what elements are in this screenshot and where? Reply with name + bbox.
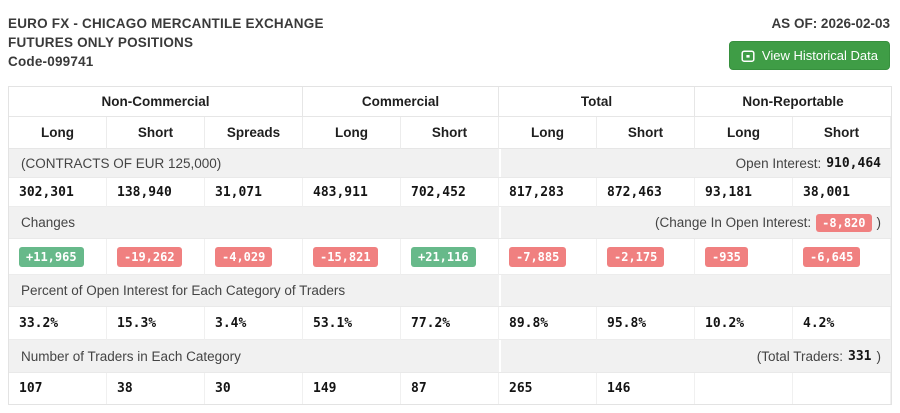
position-noncomm-long: 302,301 <box>9 178 107 207</box>
change-comm-short: +21,116 <box>401 239 499 275</box>
change-noncomm-long: +11,965 <box>9 239 107 275</box>
change-noncomm-spreads: -4,029 <box>205 239 303 275</box>
col-header-total-short: Short <box>597 117 695 149</box>
change-badge: -2,175 <box>607 246 665 267</box>
group-header-non-commercial: Non-Commercial <box>9 87 303 117</box>
cot-table: Non-Commercial Commercial Total Non-Repo… <box>8 86 892 405</box>
group-header-non-reportable: Non-Reportable <box>695 87 891 117</box>
view-historical-data-label: View Historical Data <box>761 48 878 63</box>
group-header-row: Non-Commercial Commercial Total Non-Repo… <box>9 87 891 117</box>
percent-total-short: 95.8% <box>597 307 695 340</box>
view-historical-data-button[interactable]: View Historical Data <box>728 41 890 70</box>
position-noncomm-short: 138,940 <box>107 178 205 207</box>
traders-comm-short: 87 <box>401 373 499 404</box>
col-header-comm-short: Short <box>401 117 499 149</box>
page-header: EURO FX - CHICAGO MERCANTILE EXCHANGE FU… <box>8 14 892 78</box>
traders-noncomm-long: 107 <box>9 373 107 404</box>
percent-noncomm-spreads: 3.4% <box>205 307 303 340</box>
traders-noncomm-short: 38 <box>107 373 205 404</box>
header-right: AS OF: 2026-02-03 View Historical Data <box>728 14 892 70</box>
col-header-comm-long: Long <box>303 117 401 149</box>
percent-noncomm-long: 33.2% <box>9 307 107 340</box>
traders-nonrep-short <box>793 373 891 404</box>
as-of-date: AS OF: 2026-02-03 <box>771 16 890 31</box>
total-traders-prefix: (Total Traders: <box>756 348 844 364</box>
change-in-oi-prefix: (Change In Open Interest: <box>655 215 812 230</box>
col-header-noncomm-short: Short <box>107 117 205 149</box>
traders-noncomm-spreads: 30 <box>205 373 303 404</box>
position-nonrep-long: 93,181 <box>695 178 793 207</box>
change-in-open-interest: (Change In Open Interest: -8,820 ) <box>499 207 891 238</box>
change-badge: +11,965 <box>19 246 84 267</box>
total-traders: (Total Traders: 331 ) <box>499 340 891 372</box>
change-badge: -7,885 <box>509 246 567 267</box>
percent-band-right <box>499 275 891 306</box>
traders-total-long: 265 <box>499 373 597 404</box>
position-comm-long: 483,911 <box>303 178 401 207</box>
report-title-block: EURO FX - CHICAGO MERCANTILE EXCHANGE FU… <box>8 14 324 71</box>
open-interest: Open Interest: 910,464 <box>499 149 891 177</box>
position-total-long: 817,283 <box>499 178 597 207</box>
change-badge: -935 <box>705 246 748 267</box>
change-badge: -15,821 <box>313 246 378 267</box>
traders-band-row: Number of Traders in Each Category (Tota… <box>9 340 891 373</box>
traders-nonrep-long <box>695 373 793 404</box>
calendar-icon <box>741 49 755 63</box>
change-nonrep-long: -935 <box>695 239 793 275</box>
report-title: EURO FX - CHICAGO MERCANTILE EXCHANGE <box>8 16 324 31</box>
traders-comm-long: 149 <box>303 373 401 404</box>
change-badge: -19,262 <box>117 246 182 267</box>
change-comm-long: -15,821 <box>303 239 401 275</box>
col-header-noncomm-long: Long <box>9 117 107 149</box>
percent-nonrep-long: 10.2% <box>695 307 793 340</box>
total-traders-suffix: ) <box>876 348 882 364</box>
group-header-commercial: Commercial <box>303 87 499 117</box>
change-total-short: -2,175 <box>597 239 695 275</box>
traders-row: 107 38 30 149 87 265 146 <box>9 373 891 404</box>
change-badge: +21,116 <box>411 246 476 267</box>
col-header-total-long: Long <box>499 117 597 149</box>
column-header-row: Long Short Spreads Long Short Long Short… <box>9 117 891 149</box>
changes-band-row: Changes (Change In Open Interest: -8,820… <box>9 207 891 239</box>
group-header-total: Total <box>499 87 695 117</box>
percent-band-row: Percent of Open Interest for Each Catego… <box>9 275 891 307</box>
contracts-band-row: (CONTRACTS OF EUR 125,000) Open Interest… <box>9 149 891 178</box>
contracts-note: (CONTRACTS OF EUR 125,000) <box>21 155 222 171</box>
percent-noncomm-short: 15.3% <box>107 307 205 340</box>
changes-label: Changes <box>21 215 76 230</box>
change-nonrep-short: -6,645 <box>793 239 891 275</box>
change-in-oi-badge: -8,820 <box>816 213 872 232</box>
change-badge: -6,645 <box>803 246 861 267</box>
report-subtitle: FUTURES ONLY POSITIONS <box>8 35 194 50</box>
change-total-long: -7,885 <box>499 239 597 275</box>
col-header-nonrep-short: Short <box>793 117 891 149</box>
position-total-short: 872,463 <box>597 178 695 207</box>
report-code: Code-099741 <box>8 54 94 69</box>
percent-total-long: 89.8% <box>499 307 597 340</box>
change-badge: -4,029 <box>215 246 273 267</box>
change-noncomm-short: -19,262 <box>107 239 205 275</box>
positions-row: 302,301 138,940 31,071 483,911 702,452 8… <box>9 178 891 207</box>
traders-total-short: 146 <box>597 373 695 404</box>
col-header-noncomm-spreads: Spreads <box>205 117 303 149</box>
total-traders-value: 331 <box>848 348 872 364</box>
position-nonrep-short: 38,001 <box>793 178 891 207</box>
change-in-oi-suffix: ) <box>876 215 882 230</box>
col-header-nonrep-long: Long <box>695 117 793 149</box>
open-interest-label: Open Interest: <box>735 155 822 171</box>
position-comm-short: 702,452 <box>401 178 499 207</box>
changes-row: +11,965 -19,262 -4,029 -15,821 +21,116 -… <box>9 239 891 275</box>
traders-label: Number of Traders in Each Category <box>21 348 241 364</box>
percent-comm-short: 77.2% <box>401 307 499 340</box>
percent-label: Percent of Open Interest for Each Catego… <box>21 283 346 298</box>
position-noncomm-spreads: 31,071 <box>205 178 303 207</box>
percent-nonrep-short: 4.2% <box>793 307 891 340</box>
percent-row: 33.2% 15.3% 3.4% 53.1% 77.2% 89.8% 95.8%… <box>9 307 891 340</box>
percent-comm-long: 53.1% <box>303 307 401 340</box>
open-interest-value: 910,464 <box>826 155 881 171</box>
